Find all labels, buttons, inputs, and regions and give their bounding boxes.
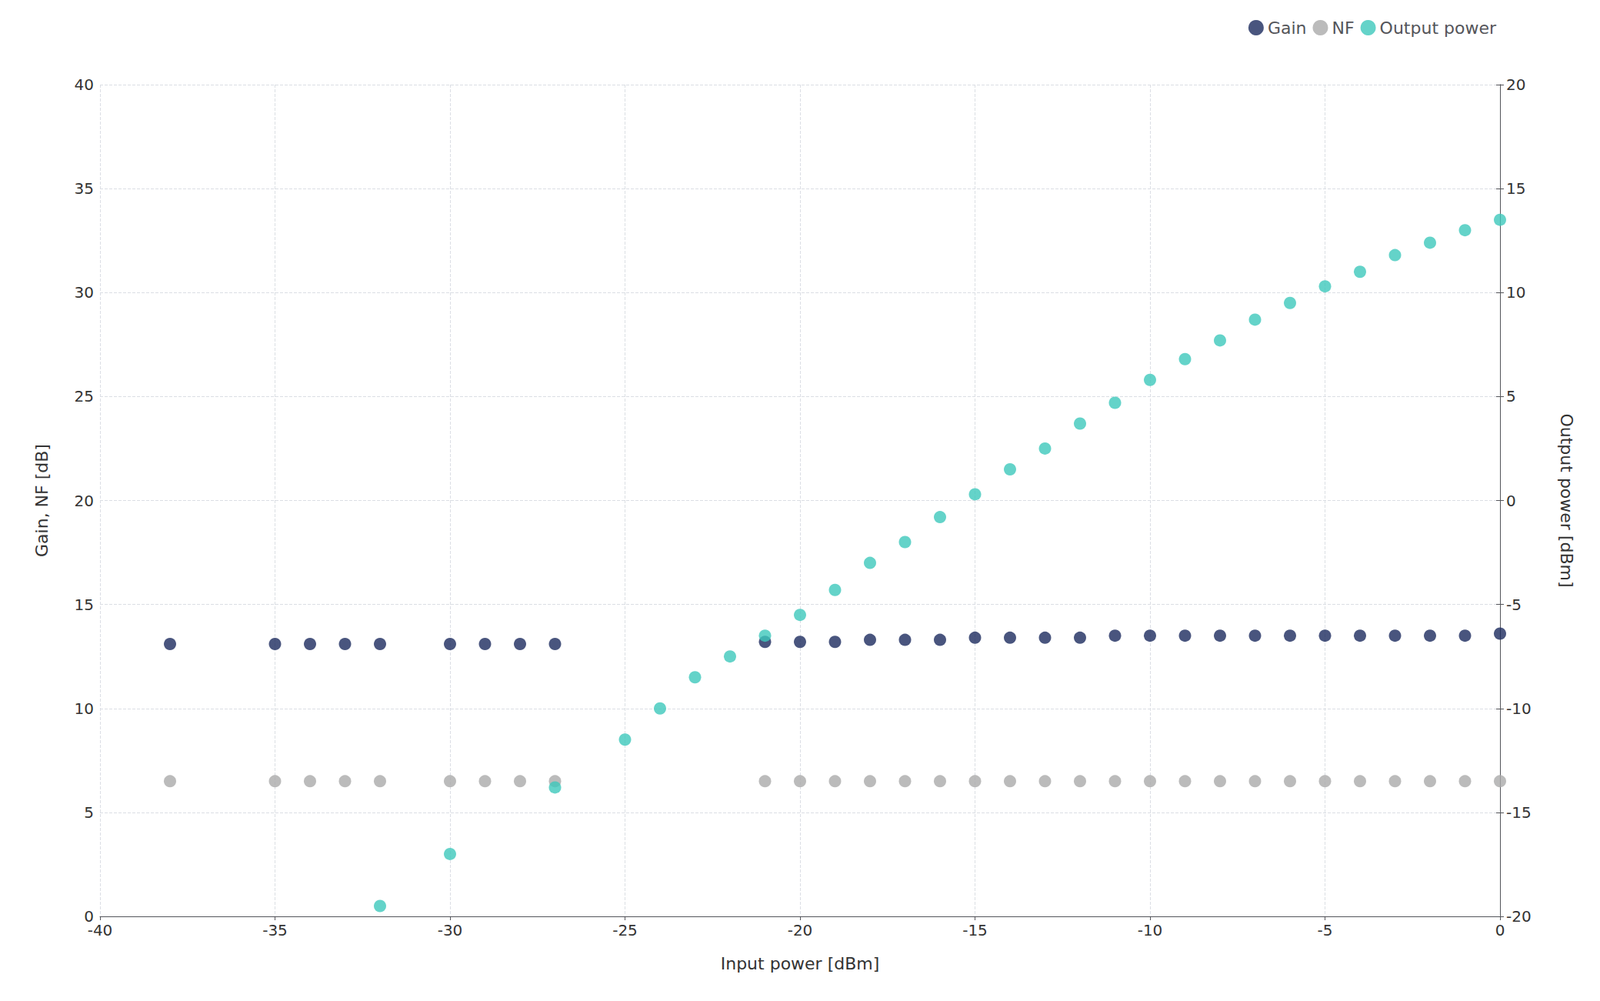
svg-text:Output power: Output power — [1380, 18, 1497, 38]
svg-text:-25: -25 — [612, 920, 638, 940]
svg-text:-15: -15 — [1506, 803, 1532, 822]
svg-text:15: 15 — [74, 595, 94, 614]
svg-text:20: 20 — [1506, 75, 1526, 94]
svg-text:5: 5 — [1506, 386, 1517, 406]
svg-text:0: 0 — [1506, 491, 1517, 510]
svg-text:-10: -10 — [1137, 920, 1164, 940]
svg-text:Gain, NF [dB]: Gain, NF [dB] — [32, 443, 52, 557]
svg-text:-30: -30 — [437, 920, 464, 940]
svg-text:-35: -35 — [262, 920, 288, 940]
svg-text:-40: -40 — [87, 920, 114, 940]
svg-text:20: 20 — [74, 491, 94, 510]
svg-text:5: 5 — [83, 803, 94, 822]
svg-text:-5: -5 — [1506, 595, 1522, 614]
svg-text:Input power [dBm]: Input power [dBm] — [720, 953, 880, 974]
svg-text:-10: -10 — [1506, 699, 1532, 718]
svg-text:Gain: Gain — [1267, 18, 1307, 38]
svg-text:-20: -20 — [1506, 906, 1532, 926]
svg-text:-20: -20 — [787, 920, 814, 940]
svg-text:10: 10 — [1506, 283, 1526, 302]
svg-text:0: 0 — [1495, 920, 1506, 940]
svg-text:-5: -5 — [1317, 920, 1334, 940]
svg-text:Output power [dBm]: Output power [dBm] — [1556, 413, 1577, 587]
svg-text:30: 30 — [74, 283, 94, 302]
svg-text:0: 0 — [84, 906, 94, 926]
svg-text:15: 15 — [1506, 179, 1526, 198]
svg-text:10: 10 — [74, 699, 94, 718]
svg-text:NF: NF — [1331, 18, 1354, 38]
svg-text:25: 25 — [74, 386, 94, 406]
svg-text:35: 35 — [74, 179, 94, 198]
svg-text:-15: -15 — [962, 920, 988, 940]
svg-text:40: 40 — [74, 75, 94, 94]
